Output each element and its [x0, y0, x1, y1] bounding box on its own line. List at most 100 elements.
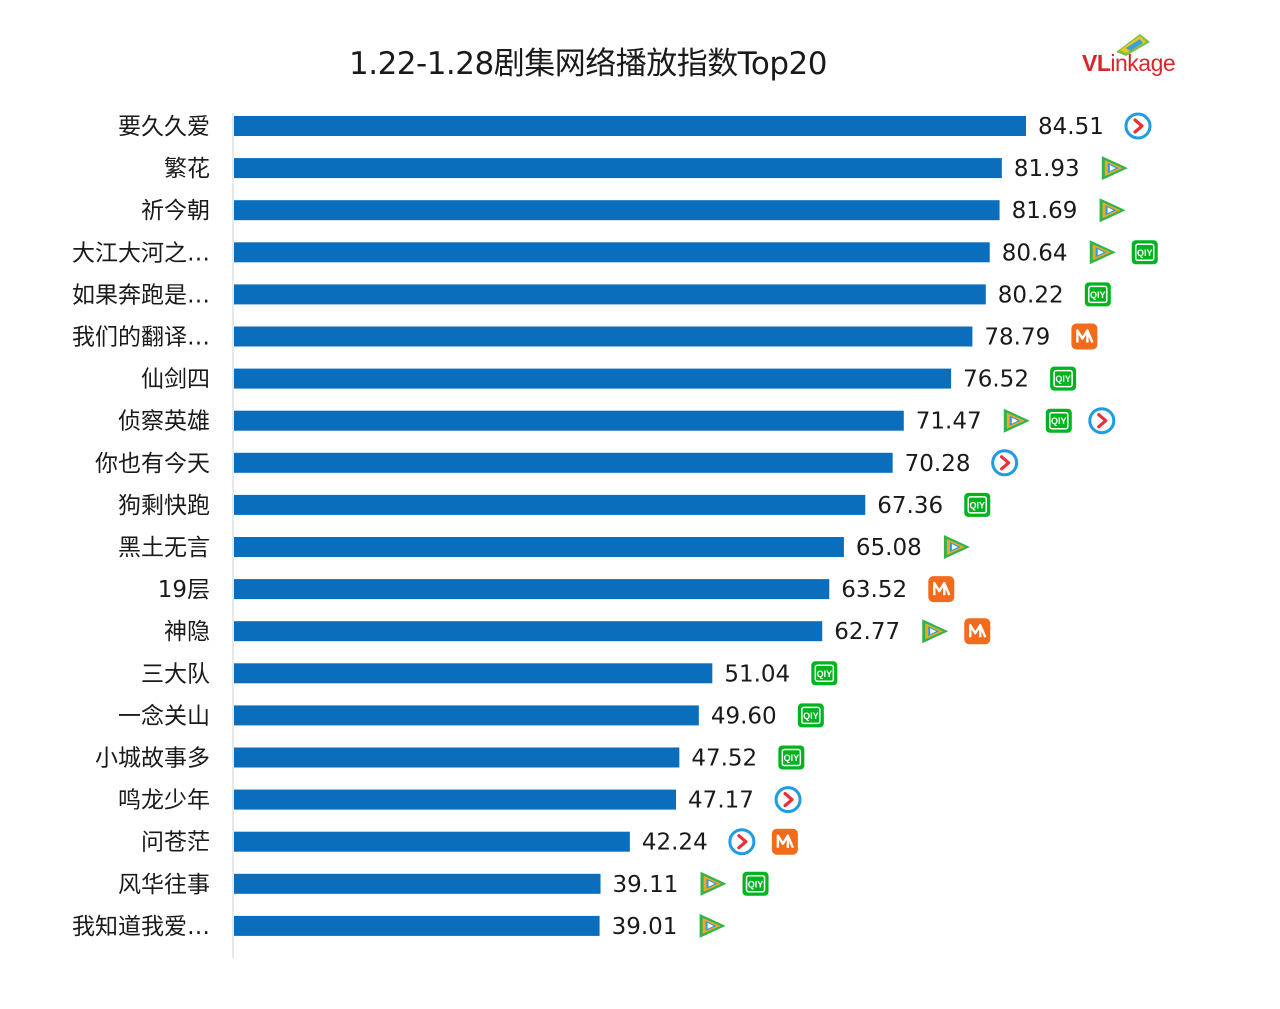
youku-icon	[774, 786, 802, 814]
svg-text:QIY: QIY	[803, 711, 819, 721]
data-label: 71.47	[916, 409, 982, 435]
bar	[234, 873, 601, 894]
mgtv-icon	[928, 576, 955, 603]
bar	[234, 831, 630, 852]
category-label: 三大队	[141, 661, 210, 687]
data-label: 49.60	[711, 703, 777, 729]
category-label: 小城故事多	[95, 746, 210, 772]
data-label: 51.04	[724, 661, 790, 687]
tencent-video-icon	[1089, 240, 1116, 265]
svg-text:QIY: QIY	[1090, 290, 1106, 300]
bar	[234, 326, 973, 347]
vlinkage-logo: VLinkage	[1082, 30, 1212, 84]
bar	[234, 705, 699, 726]
data-label: 47.17	[688, 788, 754, 814]
category-label: 侦察英雄	[118, 409, 210, 435]
iqiyi-icon: QIY	[964, 492, 991, 517]
category-label: 仙剑四	[141, 367, 210, 393]
bar	[234, 663, 713, 684]
tencent-video-icon	[699, 913, 726, 938]
mgtv-icon	[964, 618, 991, 645]
category-label: 祈今朝	[141, 198, 210, 224]
youku-icon	[1088, 407, 1116, 435]
youku-icon	[728, 828, 756, 856]
svg-text:QIY: QIY	[748, 879, 764, 889]
category-label: 黑土无言	[118, 535, 210, 561]
bar	[234, 368, 952, 389]
bar	[234, 242, 990, 263]
tencent-video-icon	[922, 619, 949, 644]
category-label: 19层	[158, 577, 210, 603]
svg-text:QIY: QIY	[1051, 416, 1067, 426]
data-label: 67.36	[877, 493, 943, 519]
category-label: 我们的翻译…	[72, 325, 210, 351]
category-label: 神隐	[164, 619, 210, 645]
data-label: 80.64	[1002, 240, 1068, 266]
bar	[234, 410, 904, 431]
youku-icon	[991, 449, 1019, 477]
bars-layer: 要久久爱 84.51 繁花 81.93 祈今朝 81.69 大江大河之… 80.64 QIY 如果…	[72, 112, 1158, 940]
tencent-video-icon	[943, 535, 970, 559]
iqiyi-icon: QIY	[742, 871, 769, 896]
vlinkage-logo-mark	[1116, 34, 1150, 56]
category-label: 繁花	[164, 156, 210, 182]
bar	[234, 579, 830, 600]
data-label: 39.11	[613, 872, 679, 898]
data-label: 63.52	[841, 577, 907, 603]
iqiyi-icon: QIY	[778, 745, 805, 770]
bar	[234, 200, 1000, 221]
category-label: 如果奔跑是…	[72, 282, 210, 308]
iqiyi-icon: QIY	[811, 661, 838, 686]
data-label: 78.79	[984, 325, 1050, 351]
mgtv-icon	[1071, 323, 1098, 350]
data-label: 80.22	[998, 282, 1064, 308]
iqiyi-icon: QIY	[1050, 366, 1077, 391]
svg-text:QIY: QIY	[1137, 248, 1153, 258]
data-label: 47.52	[691, 746, 757, 772]
category-label: 大江大河之…	[72, 240, 210, 266]
bar	[234, 116, 1026, 136]
data-label: 81.69	[1012, 198, 1078, 224]
iqiyi-icon: QIY	[1084, 282, 1111, 307]
iqiyi-icon: QIY	[1045, 408, 1072, 433]
bar	[234, 158, 1002, 179]
mgtv-icon	[771, 828, 798, 855]
bar	[234, 747, 680, 768]
tencent-video-icon	[700, 871, 727, 896]
category-label: 要久久爱	[118, 114, 210, 140]
tencent-video-icon	[1003, 408, 1030, 433]
category-label: 风华往事	[118, 872, 210, 898]
bar	[234, 494, 866, 515]
svg-text:QIY: QIY	[1055, 374, 1071, 384]
tencent-video-icon	[1101, 156, 1128, 181]
data-label: 76.52	[963, 367, 1029, 393]
bar	[234, 452, 893, 473]
svg-text:QIY: QIY	[784, 753, 800, 763]
tencent-video-icon	[1099, 198, 1126, 223]
bar	[234, 284, 986, 305]
data-label: 65.08	[856, 535, 922, 561]
category-label: 一念关山	[118, 703, 210, 729]
category-label: 鸣龙少年	[118, 788, 210, 814]
data-label: 42.24	[642, 830, 708, 856]
chart-title: 1.22-1.28剧集网络播放指数Top20	[349, 46, 828, 82]
bar	[234, 621, 823, 642]
bar	[234, 789, 677, 810]
vlinkage-logo-text: VLinkage	[1082, 50, 1176, 76]
data-label: 81.93	[1014, 156, 1080, 182]
category-label: 问苍茫	[141, 830, 210, 856]
data-label: 70.28	[905, 451, 971, 477]
bar	[234, 537, 844, 557]
data-label: 39.01	[612, 914, 678, 940]
iqiyi-icon: QIY	[797, 703, 824, 728]
iqiyi-icon: QIY	[1131, 240, 1158, 265]
category-label: 你也有今天	[95, 451, 210, 477]
data-label: 84.51	[1038, 114, 1104, 140]
svg-text:QIY: QIY	[970, 500, 986, 510]
category-label: 我知道我爱…	[72, 914, 210, 940]
data-label: 62.77	[834, 619, 900, 645]
youku-icon	[1124, 112, 1152, 140]
bar	[234, 915, 600, 936]
svg-text:QIY: QIY	[817, 669, 833, 679]
